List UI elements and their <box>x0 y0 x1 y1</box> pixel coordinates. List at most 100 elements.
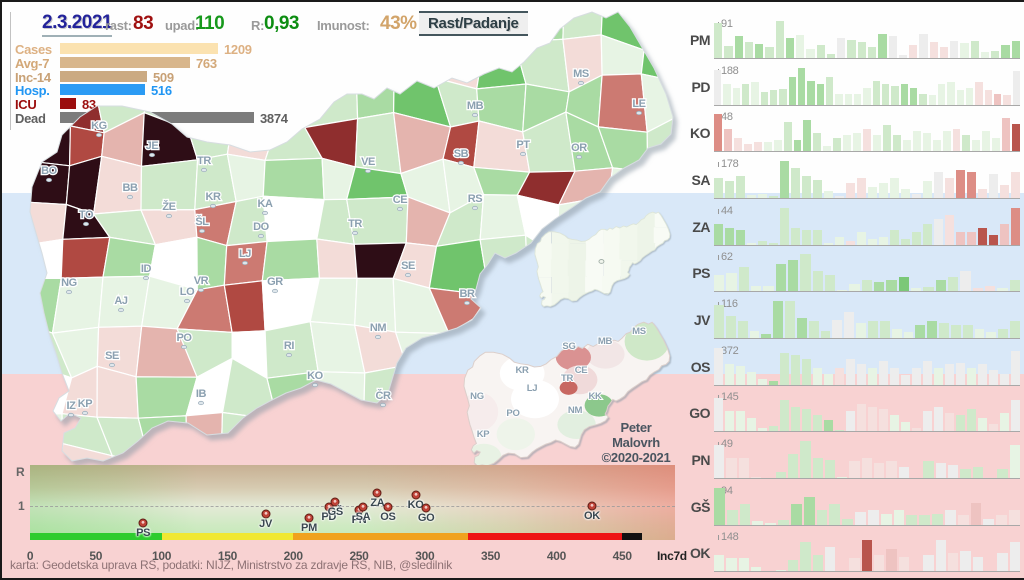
map-label-NG: NG <box>61 277 77 289</box>
history-bar <box>868 186 877 198</box>
history-bar <box>989 235 998 245</box>
history-bar <box>960 551 971 572</box>
history-bar <box>919 515 931 525</box>
history-bar <box>980 52 990 58</box>
history-bar <box>1010 321 1020 339</box>
map-label-RS: RS <box>468 193 483 205</box>
stat-value: 763 <box>196 55 217 71</box>
rast-padanje-button[interactable]: Rast/Padanje <box>419 11 528 36</box>
history-bar <box>984 285 996 292</box>
history-bar <box>989 423 998 432</box>
history-bar <box>763 285 774 292</box>
history-bar <box>820 330 831 339</box>
region-code-label: PS <box>692 265 710 282</box>
scatter-y-axis-label: R <box>16 465 25 479</box>
history-bar <box>847 39 856 58</box>
history-bar <box>791 407 800 432</box>
history-bar <box>733 138 742 152</box>
history-bar <box>761 333 772 339</box>
history-bar <box>785 301 795 339</box>
history-bar <box>960 271 971 292</box>
region-chart-PD: PD 188 <box>682 65 1022 106</box>
region-chart-PN: PN 49 <box>682 438 1022 480</box>
map-label-dot <box>148 152 155 158</box>
region-chart-OS: OS 372 <box>682 345 1022 386</box>
history-bar <box>803 496 815 525</box>
history-bar <box>750 566 762 572</box>
history-bar <box>898 556 909 572</box>
history-bar <box>1011 207 1020 245</box>
history-bar <box>769 425 778 432</box>
history-bar <box>812 457 823 479</box>
history-bar <box>1000 373 1009 385</box>
map-label-dot <box>165 213 172 219</box>
region-chart-GŠ: GŠ 94 <box>682 485 1022 526</box>
history-bar <box>893 509 905 525</box>
history-bar <box>956 89 964 105</box>
history-bar <box>890 229 899 245</box>
history-bar <box>912 194 921 198</box>
history-bar <box>929 42 938 58</box>
history-bar <box>758 194 767 198</box>
inset-region-label-TR: TR <box>561 373 574 384</box>
history-bar <box>738 457 749 479</box>
region-max-value: 49 <box>718 438 733 450</box>
history-bar <box>837 37 846 58</box>
history-bar <box>802 409 811 432</box>
history-bar <box>934 407 943 432</box>
history-bar <box>956 414 965 432</box>
history-bar <box>967 231 976 245</box>
axis-zone <box>293 533 469 540</box>
axis-zone <box>622 533 642 540</box>
stat-value: 509 <box>153 69 174 85</box>
history-bar <box>842 519 854 525</box>
municipality-cell[interactable] <box>640 73 690 134</box>
history-bar <box>912 368 921 385</box>
inset-region-label-SG: SG <box>562 341 575 352</box>
map-label-KP: KP <box>78 398 93 410</box>
history-bar <box>785 37 795 58</box>
history-bar <box>758 379 767 385</box>
history-bar <box>796 35 805 58</box>
map-label-CE: CE <box>393 194 408 206</box>
history-bar <box>758 240 767 245</box>
history-bar <box>714 274 725 292</box>
history-bar <box>736 366 745 385</box>
history-bar <box>972 466 983 479</box>
region-chart-JV: JV 116 <box>682 298 1022 340</box>
region-max-value: 178 <box>718 158 739 170</box>
history-bar <box>853 93 862 105</box>
map-label-TR: TR <box>197 155 211 167</box>
history-bar <box>878 33 887 58</box>
history-bar <box>919 93 927 105</box>
history-bar <box>813 132 822 152</box>
map-label-IZ: IZ <box>67 400 77 412</box>
inset-region-label-PO: PO <box>506 408 519 419</box>
stat-row-cases: Cases 1209 <box>11 42 281 57</box>
history-bar <box>725 228 734 245</box>
history-bar <box>779 89 787 105</box>
history-bar <box>935 539 946 572</box>
history-bar <box>723 129 732 152</box>
history-bar <box>760 91 768 105</box>
map-label-dot <box>271 288 278 294</box>
region-code-label: PM <box>690 32 711 48</box>
history-bar <box>813 229 822 245</box>
history-bar <box>780 161 789 198</box>
history-bar <box>824 373 833 385</box>
region-max-value: 62 <box>718 251 733 263</box>
history-bar <box>901 422 910 432</box>
map-label-dot <box>46 177 53 183</box>
history-bar <box>1009 509 1020 525</box>
upad-value: 110 <box>195 13 225 34</box>
history-bar <box>775 263 786 292</box>
map-label-DO: DO <box>253 221 270 233</box>
history-bar <box>803 119 812 152</box>
history-bar <box>714 444 725 479</box>
history-bar <box>844 312 855 339</box>
history-bar <box>752 521 764 525</box>
map-label-TR: TR <box>348 218 362 230</box>
region-max-value: 44 <box>718 205 733 217</box>
map-label-dot <box>68 412 75 418</box>
